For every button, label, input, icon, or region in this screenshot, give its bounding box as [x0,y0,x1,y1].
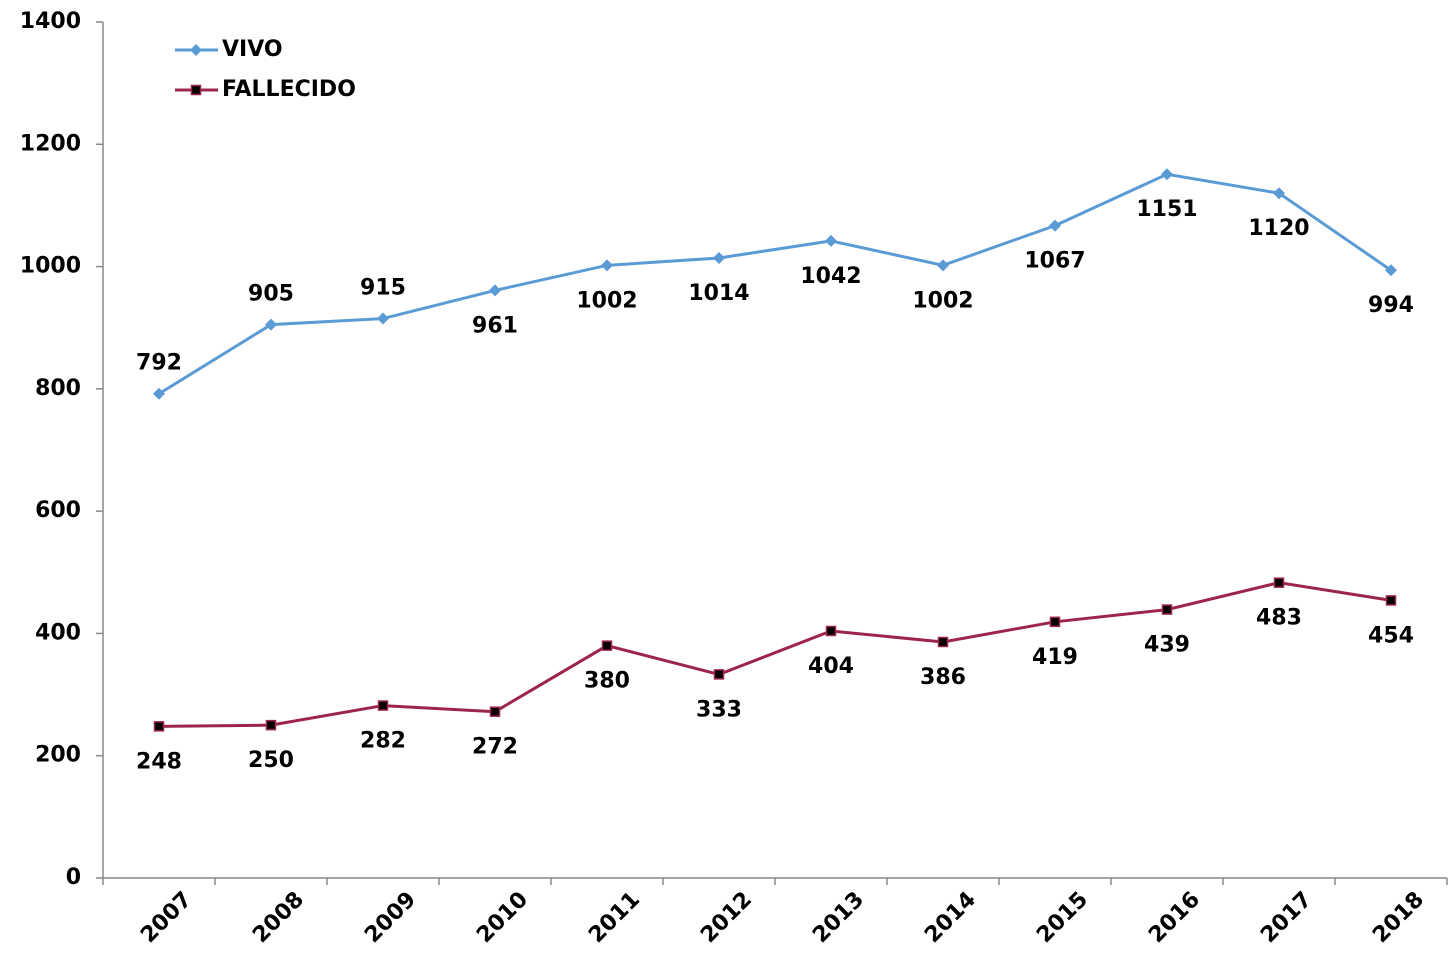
marker [713,252,725,265]
x-tick-label: 2013 [808,887,869,948]
data-label: 380 [584,669,630,694]
marker [1161,168,1173,181]
marker [1049,616,1061,628]
data-label: 1042 [800,264,861,289]
x-tick-label: 2017 [1256,887,1317,948]
data-label: 994 [1368,293,1414,318]
marker [153,721,165,732]
y-tick-label: 1200 [20,131,81,156]
data-label: 386 [920,665,966,690]
y-tick-label: 1400 [20,9,81,34]
marker [489,284,501,297]
marker [1161,604,1173,615]
marker [1385,595,1397,606]
marker [601,640,613,651]
marker [153,387,165,400]
data-label: 915 [360,276,406,301]
marker [601,259,613,272]
y-tick-label: 200 [35,743,81,768]
data-label: 1151 [1136,197,1197,222]
x-tick-label: 2008 [248,887,309,948]
marker [1273,577,1285,588]
data-label: 250 [248,748,294,773]
x-tick-label: 2010 [472,887,533,948]
marker [1273,187,1285,200]
marker [825,625,837,637]
marker [377,312,389,325]
marker [377,700,389,711]
x-tick-label: 2015 [1032,887,1093,948]
series-line [158,581,1392,728]
legend-marker [190,44,202,56]
legend-marker [190,84,202,96]
marker [265,719,277,731]
data-label: 419 [1032,645,1078,670]
legend-label: VIVO [222,37,283,62]
marker [489,706,501,717]
data-label: 248 [136,749,182,774]
data-label: 792 [136,351,182,376]
data-label: 1120 [1248,216,1309,241]
y-tick-label: 600 [35,498,81,523]
data-label: 1002 [576,288,637,313]
data-label: 272 [472,735,518,760]
x-tick-label: 2009 [360,887,421,948]
data-label: 439 [1144,633,1190,658]
marker [937,259,949,272]
data-label: 282 [360,729,406,754]
y-tick-label: 800 [35,376,81,401]
x-tick-label: 2016 [1144,887,1205,948]
marker [265,318,277,331]
x-tick-label: 2014 [920,887,981,948]
marker [1385,264,1397,277]
marker [713,669,725,680]
marker [937,636,949,648]
data-label: 1014 [688,281,749,306]
legend-label: FALLECIDO [222,77,356,102]
data-label: 454 [1368,623,1414,648]
x-tick-label: 2007 [136,887,197,948]
data-label: 333 [696,697,742,722]
y-tick-label: 0 [66,865,81,890]
data-label: 1002 [912,288,973,313]
data-label: 1067 [1024,249,1085,274]
marker [825,234,837,247]
series-line [158,172,1392,396]
data-label: 404 [808,654,854,679]
x-tick-label: 2012 [696,887,757,948]
y-tick-label: 400 [35,620,81,645]
x-tick-label: 2011 [584,887,645,948]
marker [1049,219,1061,232]
data-label: 905 [248,282,294,307]
y-tick-label: 1000 [20,254,81,279]
x-tick-label: 2018 [1368,887,1429,948]
data-label: 483 [1256,606,1302,631]
data-label: 961 [472,313,518,338]
